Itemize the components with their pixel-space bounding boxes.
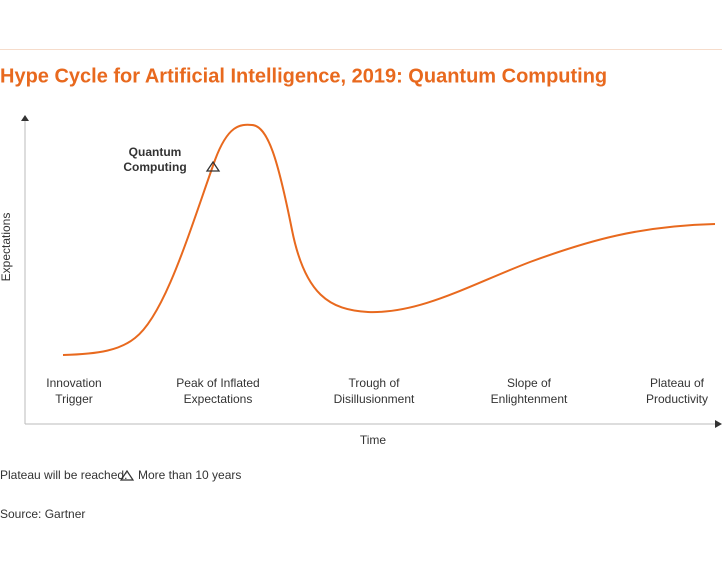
y-axis-label: Expectations bbox=[0, 213, 13, 282]
source: Source: Gartner bbox=[0, 507, 85, 521]
legend-label: Plateau will be reached: bbox=[0, 468, 127, 482]
phase-label: Plateau of bbox=[650, 376, 705, 390]
y-axis-arrow bbox=[21, 115, 29, 121]
legend-entry: More than 10 years bbox=[138, 468, 241, 482]
x-axis-label: Time bbox=[360, 433, 387, 447]
phase-label: Slope of bbox=[507, 376, 552, 390]
phase-label: Trigger bbox=[55, 392, 93, 406]
phase-label: Enlightenment bbox=[491, 392, 568, 406]
phase-label: Innovation bbox=[46, 376, 101, 390]
x-axis-arrow bbox=[715, 420, 722, 428]
technology-label: Quantum bbox=[129, 145, 182, 159]
phase-label: Trough of bbox=[349, 376, 401, 390]
phase-label: Peak of Inflated bbox=[176, 376, 259, 390]
technology-label: Computing bbox=[123, 160, 186, 174]
phase-label: Productivity bbox=[646, 392, 708, 406]
hype-curve bbox=[62, 123, 716, 356]
phase-label: Disillusionment bbox=[334, 392, 415, 406]
legend-marker bbox=[119, 469, 135, 481]
phase-labels: Innovation Trigger Peak of Inflated Expecta… bbox=[46, 376, 708, 406]
phase-label: Expectations bbox=[184, 392, 253, 406]
technology-marker bbox=[205, 160, 221, 172]
title: Hype Cycle for Artificial Intelligence, … bbox=[0, 65, 607, 87]
